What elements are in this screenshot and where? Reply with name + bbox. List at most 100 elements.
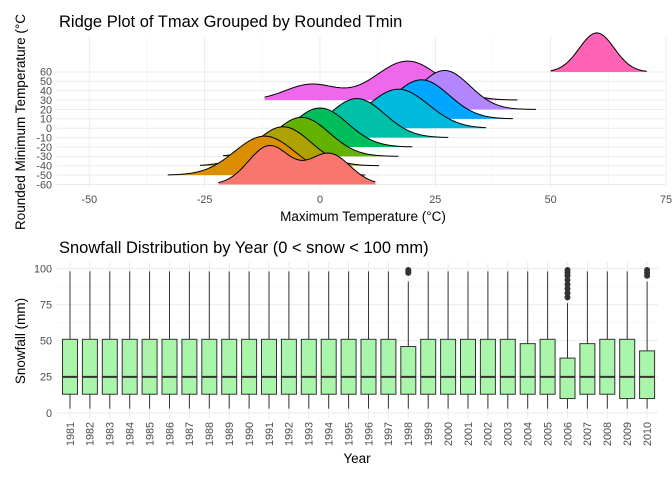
ridge-y-tick-label: 0 (46, 123, 52, 135)
box-iqr (360, 338, 377, 395)
box-iqr (340, 338, 357, 395)
box-x-tick-label: 1988 (204, 422, 216, 446)
box-1994 (320, 271, 337, 409)
box-chart-title: Snowfall Distribution by Year (0 < snow … (59, 239, 429, 257)
box-iqr (499, 338, 516, 395)
box-x-tick-label: 2009 (622, 422, 634, 446)
ridge-x-tick-label: 75 (660, 194, 672, 206)
box-2003 (499, 271, 516, 409)
ridge-x-tick-label: -50 (81, 194, 97, 206)
box-iqr (121, 338, 138, 395)
ridge-y-tick-label: 20 (40, 104, 52, 116)
box-x-tick-label: 2005 (542, 422, 554, 446)
box-1998 (400, 266, 417, 409)
box-iqr (380, 338, 397, 395)
ridge-y-tick-label: -40 (36, 161, 52, 173)
ridge-x-tick-label: 0 (317, 194, 323, 206)
box-x-tick-label: 1984 (125, 422, 137, 446)
box-x-tick-label: 2001 (463, 422, 475, 446)
box-iqr (559, 357, 576, 400)
box-y-ticks: 0 25 50 75 100 (34, 263, 52, 420)
box-x-tick-label: 1996 (363, 422, 375, 446)
box-iqr (460, 338, 476, 395)
box-iqr (599, 338, 616, 395)
box-2010 (639, 266, 656, 409)
box-2002 (479, 271, 496, 409)
box-iqr (320, 338, 337, 395)
box-iqr (420, 338, 437, 395)
box-1990 (241, 271, 258, 409)
box-x-tick-label: 1991 (264, 422, 276, 446)
box-outlier (564, 285, 571, 292)
box-1997 (380, 271, 397, 409)
ridge-y-axis-label: Rounded Minimum Temperature (°C (13, 14, 28, 230)
box-1981 (62, 271, 78, 409)
box-y-tick-label: 75 (40, 299, 52, 311)
box-outlier (564, 281, 571, 288)
box-x-tick-label: 1987 (184, 422, 196, 446)
box-x-tick-label: 2006 (562, 422, 574, 446)
box-1999 (420, 271, 437, 409)
box-outlier (405, 266, 412, 273)
box-1985 (141, 271, 158, 409)
box-1989 (221, 271, 238, 409)
box-2009 (619, 271, 636, 409)
ridge-y-tick-label: 40 (40, 86, 52, 98)
box-iqr (201, 338, 218, 395)
ridge-x-tick-label: -25 (197, 194, 213, 206)
box-y-tick-label: 100 (34, 263, 52, 275)
box-x-tick-label: 1982 (85, 422, 97, 446)
ridge-y-tick-label: 60 (40, 67, 52, 79)
box-x-tick-label: 2010 (642, 422, 654, 446)
box-x-tick-label: 2008 (602, 422, 614, 446)
box-outlier (564, 277, 571, 284)
box-y-tick-label: 25 (40, 372, 52, 384)
box-x-tick-label: 1985 (144, 422, 156, 446)
box-iqr (639, 350, 656, 400)
box-iqr (181, 338, 198, 395)
box-2001 (460, 271, 476, 409)
box-x-tick-label: 2000 (443, 422, 455, 446)
ridge-y-tick-label: -50 (36, 170, 52, 182)
box-x-tick-label: 2007 (582, 422, 594, 446)
box-plot-area (62, 266, 656, 409)
box-1984 (121, 271, 138, 409)
box-2000 (440, 271, 457, 409)
box-iqr (479, 338, 496, 395)
ridge-y-tick-label: -20 (36, 142, 52, 154)
box-iqr (280, 338, 297, 395)
ridge-y-tick-label: -60 (36, 179, 52, 191)
box-x-tick-label: 1983 (105, 422, 117, 446)
box-iqr (81, 338, 98, 395)
ridge-y-tick-label: -30 (36, 151, 52, 163)
ridge-y-tick-label: 50 (40, 76, 52, 88)
box-2008 (599, 271, 616, 409)
box-y-axis-label: Snowfall (mm) (13, 298, 28, 384)
box-x-tick-label: 2002 (483, 422, 495, 446)
ridge-x-tick-label: 25 (429, 194, 441, 206)
ridge-x-tick-label: 50 (545, 194, 557, 206)
box-x-tick-label: 1992 (284, 422, 296, 446)
box-iqr (579, 343, 596, 395)
box-iqr (241, 338, 258, 395)
box-iqr (141, 338, 158, 395)
ridge-60-outline (550, 32, 647, 72)
box-outlier (564, 290, 571, 297)
box-1982 (81, 271, 98, 409)
ridge-chart-title: Ridge Plot of Tmax Grouped by Rounded Tm… (59, 13, 402, 31)
box-1996 (360, 271, 377, 409)
box-1993 (300, 271, 317, 409)
ridge-y-tick-label: 30 (40, 95, 52, 107)
box-iqr (400, 346, 417, 395)
box-x-tick-label: 1999 (423, 422, 435, 446)
box-outlier (564, 294, 571, 301)
box-2004 (519, 271, 536, 409)
box-x-tick-label: 1989 (224, 422, 236, 446)
box-x-tick-label: 1993 (304, 422, 316, 446)
box-iqr (300, 338, 317, 395)
box-iqr (161, 338, 178, 395)
